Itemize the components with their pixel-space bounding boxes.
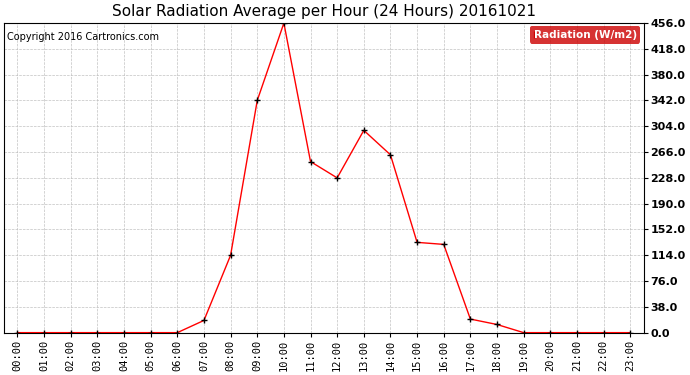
Title: Solar Radiation Average per Hour (24 Hours) 20161021: Solar Radiation Average per Hour (24 Hou… xyxy=(112,4,536,19)
Legend: Radiation (W/m2): Radiation (W/m2) xyxy=(530,26,640,44)
Text: Copyright 2016 Cartronics.com: Copyright 2016 Cartronics.com xyxy=(8,32,159,42)
